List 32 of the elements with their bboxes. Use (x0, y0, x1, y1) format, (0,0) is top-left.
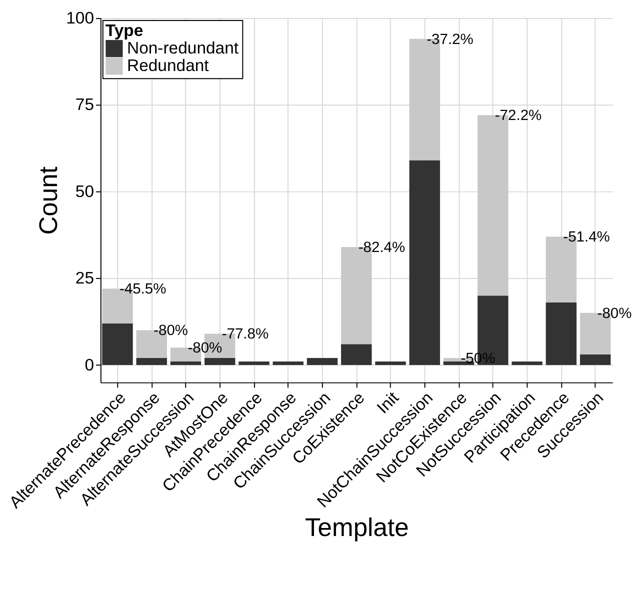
bar (409, 160, 440, 365)
annotation: -72.2% (494, 108, 542, 124)
y-tick-label: 100 (66, 8, 94, 28)
annotation: -45.5% (119, 282, 166, 298)
annotation: -80% (188, 340, 222, 357)
bar (341, 344, 372, 365)
bar (272, 362, 304, 365)
bar (306, 358, 338, 365)
legend-label: Non-redundant (127, 38, 239, 58)
annotation: -77.8% (222, 326, 269, 343)
bar (170, 362, 202, 365)
bar (546, 302, 577, 365)
annotation: -80% (597, 306, 632, 322)
y-tick-label: 0 (84, 355, 94, 374)
bar (512, 362, 542, 365)
legend-label: Redundant (127, 56, 210, 76)
bar (204, 358, 236, 365)
annotation: -80% (154, 323, 188, 340)
annotation: -51.4% (563, 230, 610, 246)
y-tick-label: 75 (75, 95, 94, 114)
bar (375, 362, 406, 365)
y-tick-label: 50 (75, 182, 94, 201)
legend-title: Type (105, 20, 144, 40)
x-axis-title: Template (305, 514, 409, 542)
bar (136, 358, 167, 365)
y-tick-label: 25 (75, 268, 94, 288)
bar (238, 362, 270, 365)
annotation: -37.2% (426, 32, 474, 48)
bar (580, 354, 611, 365)
annotation: -82.4% (358, 240, 406, 256)
y-axis-title: Count (35, 166, 64, 235)
bar (102, 323, 133, 365)
